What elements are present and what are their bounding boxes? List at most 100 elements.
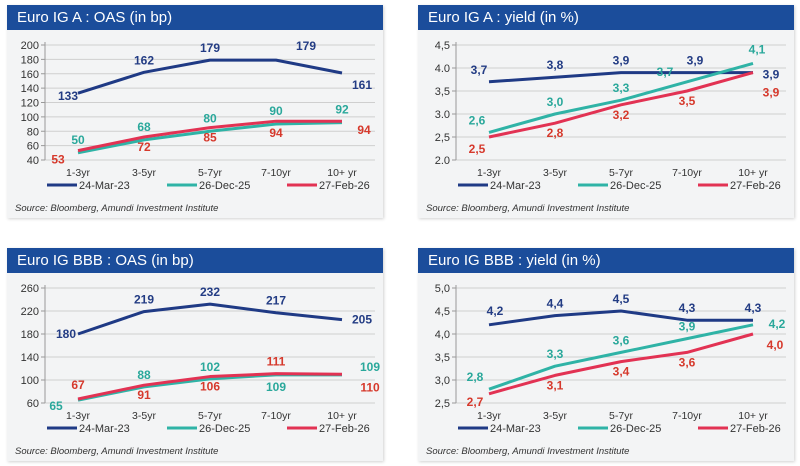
legend-label: 27-Feb-26 (319, 180, 370, 192)
x-tick-label: 3-5yr (132, 167, 156, 179)
data-label: 3,9 (763, 86, 780, 100)
chart-source: Source: Bloomberg, Amundi Investment Ins… (426, 446, 630, 457)
data-label: 3,7 (657, 65, 674, 79)
chart-title: Euro IG BBB : yield (in %) (418, 248, 794, 273)
series-line-27-Feb-26 (488, 71, 754, 139)
y-tick-label: 140 (21, 352, 39, 364)
y-tick-label: 3,0 (435, 375, 450, 387)
y-tick-label: 200 (21, 40, 39, 52)
chart-title: Euro IG A : yield (in %) (418, 5, 794, 30)
x-tick-label: 3-5yr (543, 410, 567, 422)
chart-svg: 2.0 2,5 3.0 3,5 4.0 4,5 1-3yr 3-5yr 5-7yr 7-10yr 1… (435, 40, 786, 192)
y-tick-label: 220 (21, 306, 39, 318)
data-label: 4,1 (749, 42, 766, 56)
data-label: 3,8 (547, 58, 564, 72)
data-label: 3,9 (613, 54, 630, 68)
data-label: 2,8 (547, 126, 564, 140)
x-tick-label: 10+ yr (327, 167, 357, 179)
data-label: 92 (335, 103, 349, 117)
data-label: 4,0 (767, 338, 784, 352)
data-label: 4,5 (613, 292, 630, 306)
y-tick-label: 180 (21, 329, 39, 341)
y-tick-label: 160 (21, 69, 39, 81)
data-label: 2,7 (467, 395, 484, 409)
chart-source: Source: Bloomberg, Amundi Investment Ins… (426, 203, 630, 214)
legend-label: 27-Feb-26 (730, 423, 781, 435)
data-label: 3,0 (547, 95, 564, 109)
data-label: 3,4 (613, 365, 630, 379)
y-tick-label: 60 (27, 398, 39, 410)
x-tick-label: 1-3yr (477, 410, 501, 422)
data-label: 65 (49, 399, 63, 413)
data-label: 85 (203, 131, 217, 145)
x-tick-label: 3-5yr (132, 410, 156, 422)
data-label: 94 (357, 123, 371, 137)
chart-svg: 40 60 80 100 120 140 160 180 200 1-3yr 3-5yr 5-7yr 7… (21, 39, 375, 192)
data-label: 161 (352, 78, 372, 92)
x-tick-label: 1-3yr (66, 167, 90, 179)
x-tick-label: 3-5yr (543, 167, 567, 179)
y-tick-label: 4.0 (435, 63, 450, 75)
x-tick-label: 5-7yr (198, 167, 222, 179)
x-tick-label: 1-3yr (66, 410, 90, 422)
data-label: 4,2 (487, 304, 504, 318)
y-tick-label: 2.0 (435, 155, 450, 167)
data-label: 106 (200, 380, 220, 394)
series-line-27-Feb-26 (77, 372, 343, 401)
legend-label: 24-Mar-23 (490, 423, 541, 435)
x-tick-label: 7-10yr (672, 167, 702, 179)
data-label: 53 (51, 153, 65, 167)
y-tick-label: 2,5 (435, 398, 450, 410)
data-label: 68 (137, 120, 151, 134)
y-tick-label: 4,0 (435, 329, 450, 341)
y-tick-label: 4,5 (435, 40, 450, 52)
data-label: 109 (360, 360, 380, 374)
legend-label: 24-Mar-23 (490, 180, 541, 192)
legend-label: 26-Dec-25 (610, 423, 661, 435)
y-tick-label: 2,5 (435, 132, 450, 144)
data-label: 4,3 (745, 301, 762, 315)
y-tick-label: 120 (21, 98, 39, 110)
legend-label: 27-Feb-26 (319, 423, 370, 435)
legend-label: 26-Dec-25 (199, 423, 250, 435)
series-line-24-Mar-23 (488, 309, 753, 327)
x-tick-label: 10+ yr (738, 410, 768, 422)
series-line-27-Feb-26 (77, 119, 342, 153)
data-label: 110 (360, 380, 380, 394)
y-tick-label: 140 (21, 83, 39, 95)
data-label: 3,7 (471, 63, 488, 77)
data-label: 219 (134, 293, 154, 307)
series-line-24-Mar-23 (488, 71, 753, 84)
chart-svg: 60 100 140 180 220 260 1-3yr 3-5yr 5-7yr 7-10yr 10… (21, 283, 381, 435)
data-label: 4,4 (547, 297, 564, 311)
data-label: 2,5 (469, 142, 486, 156)
data-label: 3,2 (613, 108, 630, 122)
y-tick-label: 180 (21, 54, 39, 66)
y-tick-label: 3,5 (435, 86, 450, 98)
chart-svg: 2,5 3,0 3,5 4,0 4,5 5,0 1-3yr 3-5yr 5-7yr 7-10yr 1… (435, 283, 786, 435)
y-tick-label: 5,0 (435, 283, 450, 295)
data-label: 3,3 (547, 347, 564, 361)
legend-label: 24-Mar-23 (79, 423, 130, 435)
x-tick-label: 5-7yr (198, 410, 222, 422)
y-tick-label: 60 (27, 141, 39, 153)
x-tick-label: 10+ yr (738, 167, 768, 179)
data-label: 3,9 (763, 68, 780, 82)
data-label: 111 (267, 355, 286, 369)
x-tick-label: 7-10yr (261, 410, 291, 422)
y-tick-label: 100 (21, 112, 39, 124)
y-tick-label: 260 (21, 283, 39, 295)
data-label: 3,6 (679, 355, 696, 369)
data-label: 133 (58, 89, 78, 103)
data-label: 109 (266, 380, 286, 394)
data-label: 3,5 (679, 94, 696, 108)
y-tick-label: 40 (27, 155, 39, 167)
series-line-26-Dec-25 (488, 61, 754, 134)
data-label: 90 (269, 104, 283, 118)
data-label: 3,9 (679, 320, 696, 334)
x-tick-label: 1-3yr (477, 167, 501, 179)
data-label: 88 (137, 368, 151, 382)
data-label: 180 (56, 327, 76, 341)
data-label: 179 (296, 39, 316, 53)
chart-panel-ig-a-yield: Euro IG A : yield (in %) 2.0 2,5 3.0 3,5 4.0… (418, 5, 794, 218)
